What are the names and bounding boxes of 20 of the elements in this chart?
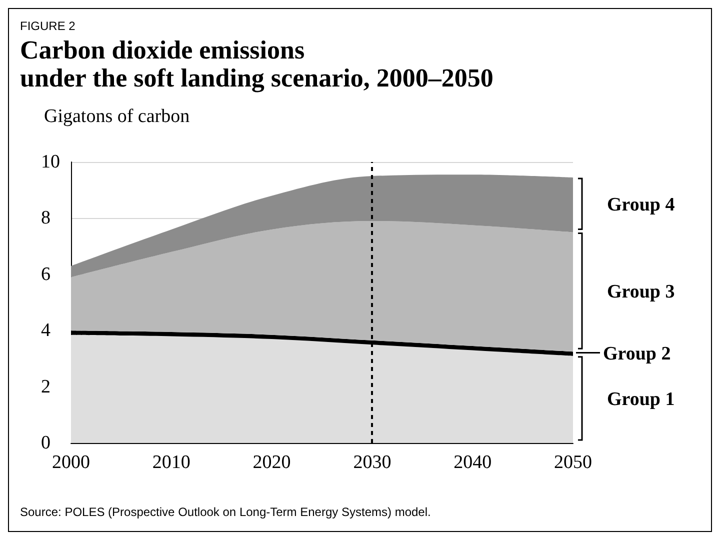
legend-label: Group 2 [603, 343, 671, 364]
x-tick-label: 2000 [52, 452, 90, 473]
source-note: Source: POLES (Prospective Outlook on Long-Term Energy Systems) model. [20, 505, 431, 519]
x-tick-label: 2010 [152, 452, 190, 473]
y-tick-label: 4 [41, 320, 51, 342]
series-label: Group 3 [607, 281, 675, 302]
series-label: Group 4 [607, 194, 676, 216]
x-tick-label: 2020 [252, 452, 291, 473]
x-tick-label: 2030 [353, 452, 392, 473]
y-tick-label: 8 [41, 208, 50, 229]
series-label: Group 1 [607, 388, 675, 410]
chart-title: Carbon dioxide emissions under the soft landing scenario, 2000–2050 [20, 36, 494, 92]
x-tick-label: 2050 [554, 452, 592, 473]
y-axis-title: Gigatons of carbon [44, 106, 190, 127]
y-tick-label: 10 [41, 152, 60, 172]
x-tick-label: 2040 [454, 452, 492, 473]
y-tick-label: 6 [41, 264, 50, 285]
y-tick-label: 0 [41, 432, 50, 454]
y-tick-label: 2 [41, 376, 50, 398]
caption: FIGURE 2 [20, 19, 76, 33]
